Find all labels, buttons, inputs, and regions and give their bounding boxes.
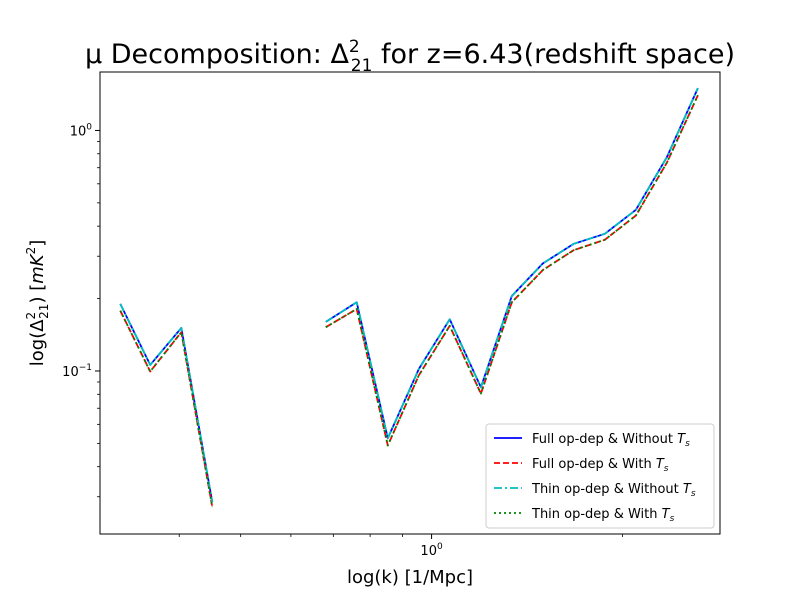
tick-layer: 100 10−1 100 [62, 122, 623, 559]
series-line-3-segment-1 [119, 303, 214, 503]
legend-label-4: Thin op-dep & With Ts [531, 507, 675, 524]
axes-frame [99, 71, 721, 535]
legend-label-3: Thin op-dep & Without Ts [531, 482, 696, 499]
series-layer [119, 87, 699, 508]
series-line-4-segment-2 [325, 94, 699, 447]
legend-label-2: Full op-dep & With Ts [532, 457, 669, 474]
series-line-2-segment-1 [119, 310, 214, 508]
legend: Full op-dep & Without Ts Full op-dep & Wi… [485, 423, 715, 529]
chart-title: μ Decomposition: Δ2 21 for z=6.43(redshif… [85, 37, 735, 76]
y-axis-label: log(Δ221) [mK2] [24, 240, 51, 367]
x-axis-label: log(k) [1/Mpc] [347, 567, 473, 588]
series-line-4-segment-1 [119, 310, 214, 508]
y-tick-label-1: 10−1 [62, 363, 92, 380]
legend-label-1: Full op-dep & Without Ts [532, 432, 690, 449]
x-tick-label-1: 100 [420, 542, 443, 559]
y-tick-label-2: 100 [70, 122, 93, 139]
series-line-3-segment-2 [325, 87, 699, 440]
legend-box [485, 423, 715, 529]
legend-entries: Full op-dep & Without Ts Full op-dep & Wi… [494, 432, 696, 524]
plot-area: 100 10−1 100 [62, 71, 721, 559]
